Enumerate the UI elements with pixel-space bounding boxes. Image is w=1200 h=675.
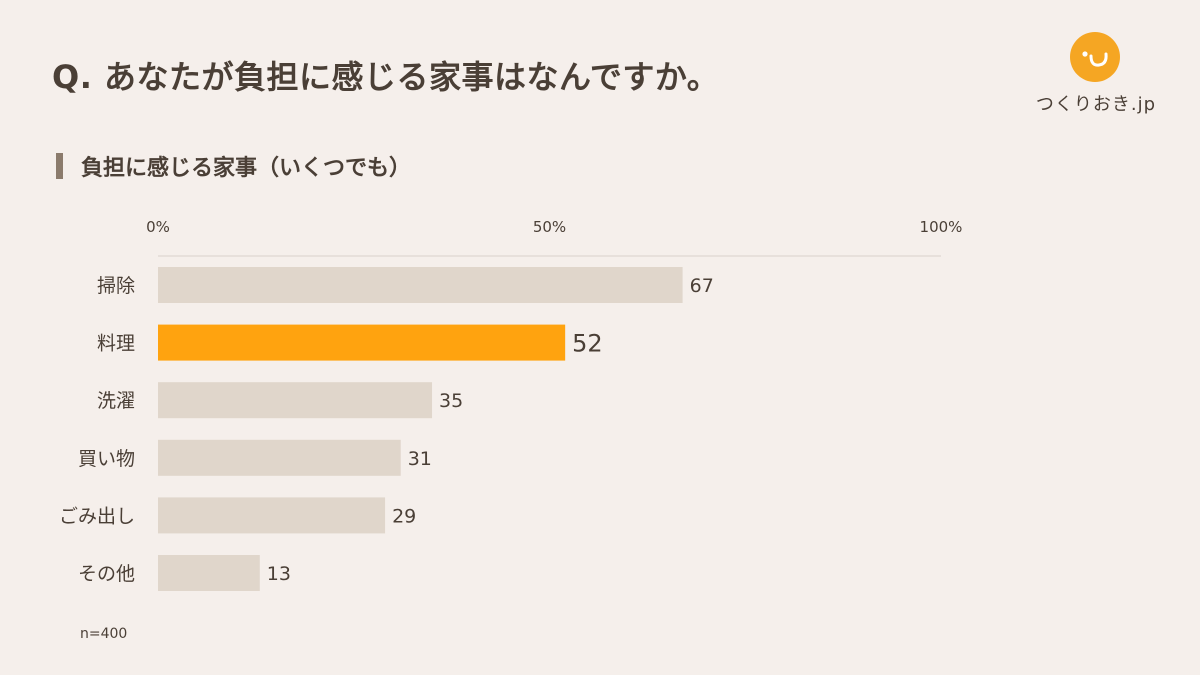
x-tick-label: 100%	[920, 218, 963, 236]
bar	[158, 439, 401, 476]
bar	[158, 267, 683, 303]
category-label: その他	[78, 563, 135, 585]
bar	[158, 497, 386, 534]
data-label: 31	[408, 448, 432, 470]
data-label: 67	[690, 275, 714, 297]
bar	[158, 382, 433, 419]
page-title: Q. あなたが負担に感じる家事はなんですか。	[52, 58, 720, 96]
subtitle-marker	[56, 153, 63, 179]
category-label: 買い物	[78, 448, 135, 470]
data-label: 13	[267, 563, 291, 585]
x-tick-label: 50%	[533, 218, 566, 236]
data-label: 35	[439, 390, 463, 412]
chart-subtitle: 負担に感じる家事（いくつでも）	[56, 150, 411, 182]
bar	[158, 555, 260, 591]
data-label: 29	[392, 505, 416, 527]
category-label: 洗濯	[97, 390, 135, 412]
smile-face-icon	[1070, 32, 1120, 82]
category-label: 料理	[97, 333, 135, 355]
data-label: 52	[572, 330, 603, 358]
category-label: ごみ出し	[59, 505, 135, 527]
logo-text: つくりおき.jp	[1035, 94, 1157, 115]
brand-logo[interactable]: つくりおき.jp	[1028, 30, 1168, 120]
bar-chart: 0% 50% 100% 掃除 67 料理 52 洗濯 35 買い物 31 ごみ出し 29 その他 13	[59, 218, 963, 591]
sample-size-note: n=400	[80, 626, 128, 642]
subtitle-text: 負担に感じる家事（いくつでも）	[81, 156, 412, 181]
x-tick-label: 0%	[146, 218, 170, 236]
category-label: 掃除	[97, 275, 135, 297]
bar-highlight	[158, 324, 566, 361]
